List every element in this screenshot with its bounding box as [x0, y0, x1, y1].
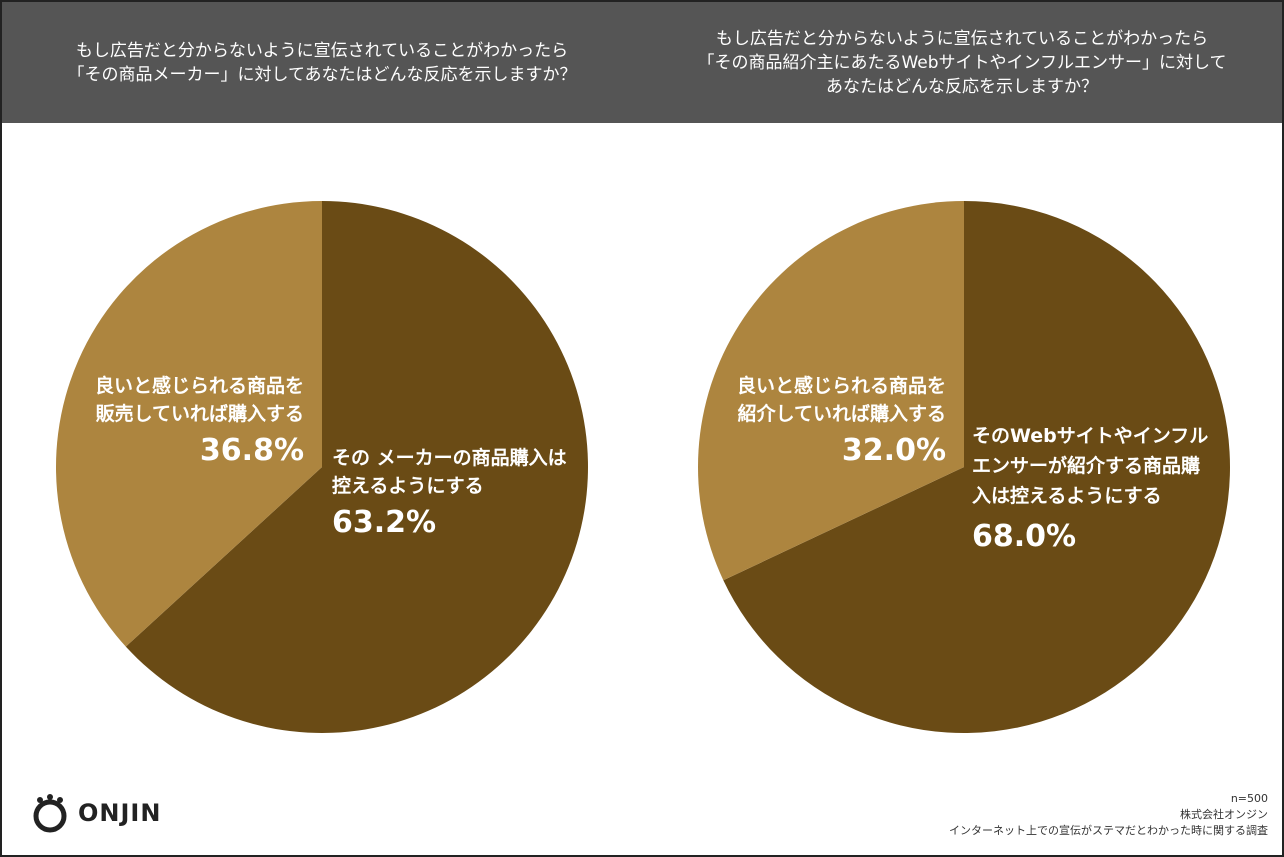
logo-text: ONJIN: [78, 799, 162, 827]
pie1-slice-2-label: 販売していれば購入する: [96, 402, 304, 425]
pie2-slice-2-label: 良いと感じられる商品を: [737, 374, 946, 397]
onjin-logo: ONJIN: [32, 792, 161, 834]
pie1-slice-1-label: 控えるようにする: [332, 474, 484, 497]
company-name: 株式会社オンジン: [1180, 808, 1268, 821]
pie1-slice-2-value: 36.8%: [200, 433, 304, 468]
pie2-slice-1-label: 入は控えるようにする: [972, 484, 1162, 507]
survey-title: インターネット上での宣伝がステマだとわかった時に関する調査: [949, 824, 1268, 837]
footer-notes: n=500 株式会社オンジン インターネット上での宣伝がステマだとわかった時に関…: [949, 791, 1268, 839]
pie2-slice-2-label: 紹介していれば購入する: [738, 402, 946, 425]
sample-size: n=500: [1230, 792, 1268, 805]
left-question: もし広告だと分からないように宣伝されていることがわかったら 「その商品メーカー」…: [2, 2, 642, 123]
pie1-slice-2: [55, 201, 323, 647]
left-question-line: 「その商品メーカー」に対してあなたはどんな反応を示しますか？: [67, 64, 577, 85]
pie1-slice-2-label: 良いと感じられる商品を: [95, 374, 304, 397]
pie2-slice-2-value: 32.0%: [842, 433, 946, 468]
pie2-slice-1-value: 68.0%: [972, 519, 1076, 554]
pie1-slice-1: [125, 201, 588, 733]
onjin-logo-icon: [33, 794, 67, 833]
left-question-line: もし広告だと分からないように宣伝されていることがわかったら: [75, 40, 569, 61]
right-question-line: 「その商品紹介主にあたるWebサイトやインフルエンサー」に対して: [697, 52, 1227, 73]
header-bar: もし広告だと分からないように宣伝されていることがわかったら 「その商品メーカー」…: [2, 2, 1282, 123]
right-question: もし広告だと分からないように宣伝されていることがわかったら 「その商品紹介主にあ…: [642, 2, 1282, 123]
right-question-line: あなたはどんな反応を示しますか？: [826, 76, 1098, 97]
right-question-line: もし広告だと分からないように宣伝されていることがわかったら: [715, 28, 1209, 49]
pie2-slice-1: [723, 201, 1230, 733]
pie1-slice-1-label: その メーカーの商品購入は: [332, 446, 567, 469]
pie2-slice-1-label: エンサーが紹介する商品購: [972, 454, 1200, 477]
pie2-slice-1-label: そのWebサイトやインフル: [972, 425, 1208, 447]
pie2-slice-2: [697, 201, 964, 581]
pie1-slice-1-value: 63.2%: [332, 505, 436, 540]
